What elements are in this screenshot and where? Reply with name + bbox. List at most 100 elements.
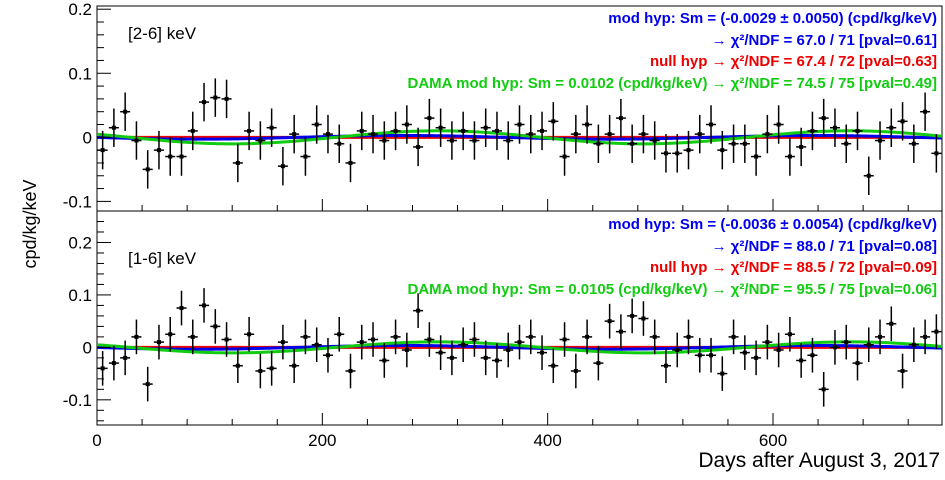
panel-bottom-annotation-mod-chi2: → χ²/NDF = 88.0 / 71 [pval=0.08] bbox=[712, 238, 937, 255]
point-marker bbox=[393, 128, 398, 133]
point-marker bbox=[483, 355, 488, 360]
data-point bbox=[604, 303, 615, 339]
data-point bbox=[863, 156, 874, 195]
data-point bbox=[232, 143, 243, 183]
data-point bbox=[897, 353, 908, 389]
data-point bbox=[480, 108, 491, 147]
data-point bbox=[514, 105, 525, 144]
data-point bbox=[920, 92, 931, 131]
x-axis-label: Days after August 3, 2017 bbox=[698, 449, 940, 472]
point-marker bbox=[325, 132, 330, 137]
point-marker bbox=[855, 128, 860, 133]
data-point bbox=[131, 121, 142, 160]
data-point bbox=[717, 130, 728, 170]
data-point bbox=[458, 111, 469, 151]
data-point bbox=[503, 121, 514, 160]
data-point bbox=[875, 121, 886, 160]
data-point bbox=[852, 345, 863, 381]
point-marker bbox=[427, 337, 432, 342]
point-marker bbox=[866, 173, 871, 178]
data-point bbox=[255, 353, 266, 389]
data-point bbox=[638, 301, 649, 336]
point-marker bbox=[889, 321, 894, 326]
point-marker bbox=[235, 363, 240, 368]
data-point bbox=[469, 121, 480, 160]
point-marker bbox=[325, 353, 330, 358]
panel-bottom-y-axis: -0.1 0 0.1 0.2 bbox=[63, 210, 111, 422]
point-marker bbox=[202, 100, 207, 105]
data-point bbox=[649, 319, 660, 355]
data-point bbox=[108, 108, 119, 147]
point-marker bbox=[573, 132, 578, 137]
point-marker bbox=[720, 371, 725, 376]
point-marker bbox=[168, 154, 173, 159]
point-marker bbox=[382, 358, 387, 363]
point-marker bbox=[934, 151, 939, 156]
point-marker bbox=[607, 132, 612, 137]
point-marker bbox=[923, 334, 928, 339]
data-point bbox=[672, 332, 683, 368]
data-point bbox=[784, 137, 795, 176]
point-marker bbox=[416, 144, 421, 149]
data-point bbox=[728, 124, 739, 163]
y-tick-label: 0.1 bbox=[68, 286, 92, 305]
data-point bbox=[660, 134, 671, 173]
point-marker bbox=[449, 138, 454, 143]
data-point bbox=[706, 105, 717, 144]
data-point bbox=[277, 324, 288, 360]
point-marker bbox=[202, 303, 207, 308]
point-marker bbox=[652, 334, 657, 339]
point-marker bbox=[551, 119, 556, 124]
data-point bbox=[852, 111, 863, 151]
data-point bbox=[322, 337, 333, 373]
point-marker bbox=[123, 355, 128, 360]
data-point bbox=[559, 322, 570, 357]
data-point bbox=[176, 290, 187, 326]
point-marker bbox=[258, 368, 263, 373]
point-marker bbox=[111, 125, 116, 130]
data-point bbox=[210, 309, 221, 344]
data-point bbox=[379, 121, 390, 160]
point-marker bbox=[585, 122, 590, 127]
panel-bottom-plot-area bbox=[96, 288, 943, 407]
data-point bbox=[717, 356, 728, 391]
data-point bbox=[390, 319, 401, 355]
data-point bbox=[311, 105, 322, 144]
data-point bbox=[525, 319, 536, 355]
point-marker bbox=[134, 334, 139, 339]
data-point bbox=[345, 353, 356, 389]
data-point bbox=[908, 124, 919, 163]
data-point bbox=[818, 98, 829, 138]
point-marker bbox=[235, 160, 240, 165]
point-marker bbox=[787, 154, 792, 159]
data-point bbox=[356, 111, 367, 151]
data-point bbox=[413, 127, 424, 167]
point-marker bbox=[799, 358, 804, 363]
data-point bbox=[401, 105, 412, 144]
data-point bbox=[165, 316, 176, 352]
data-point bbox=[863, 327, 874, 363]
data-point bbox=[694, 114, 705, 154]
y-tick-label: -0.1 bbox=[63, 391, 92, 410]
point-marker bbox=[213, 324, 218, 329]
y-tick-label: -0.1 bbox=[63, 192, 92, 211]
data-point bbox=[345, 143, 356, 183]
point-marker bbox=[247, 332, 252, 337]
data-point bbox=[706, 337, 717, 373]
point-marker bbox=[314, 342, 319, 347]
point-marker bbox=[697, 132, 702, 137]
point-marker bbox=[280, 340, 285, 345]
point-marker bbox=[720, 148, 725, 153]
data-point bbox=[525, 114, 536, 154]
data-point bbox=[931, 134, 942, 173]
point-marker bbox=[224, 337, 229, 342]
point-marker bbox=[652, 138, 657, 143]
panel-top-energy-label: [2-6] keV bbox=[128, 24, 197, 43]
point-marker bbox=[371, 132, 376, 137]
panel-bottom-frame bbox=[96, 210, 943, 426]
data-point bbox=[142, 366, 153, 402]
point-marker bbox=[754, 154, 759, 159]
panel-top-annotation-null: null hyp → χ²/NDF = 67.4 / 72 [pval=0.63… bbox=[650, 53, 937, 70]
data-point bbox=[165, 137, 176, 176]
point-marker bbox=[878, 334, 883, 339]
